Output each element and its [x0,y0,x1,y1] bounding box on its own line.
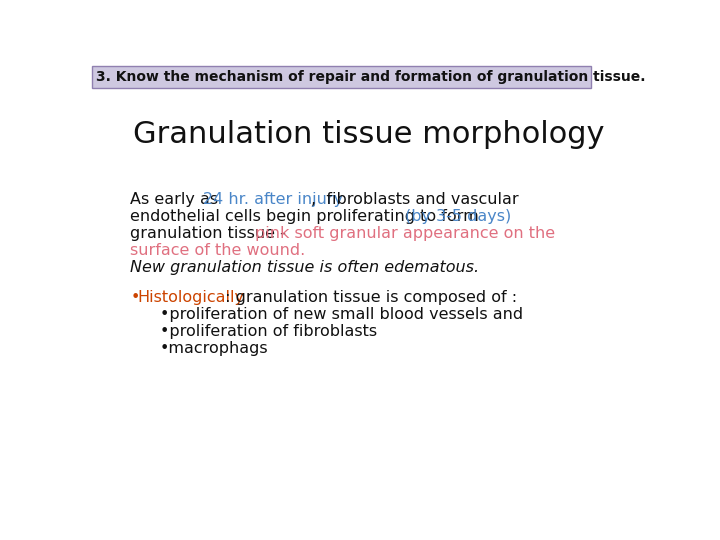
Text: ,  fibroblasts and vascular: , fibroblasts and vascular [311,192,519,207]
FancyBboxPatch shape [91,66,591,88]
Text: : granulation tissue is composed of :: : granulation tissue is composed of : [220,291,518,306]
Text: surface of the wound.: surface of the wound. [130,242,305,258]
Text: granulation tissue -: granulation tissue - [130,226,292,241]
Text: 3. Know the mechanism of repair and formation of granulation tissue.: 3. Know the mechanism of repair and form… [96,70,646,84]
Text: Granulation tissue morphology: Granulation tissue morphology [133,120,605,149]
Text: Histologically: Histologically [138,291,245,306]
Text: (by 3-5 days): (by 3-5 days) [405,209,510,224]
Text: 24 hr. after injury: 24 hr. after injury [202,192,343,207]
Text: •proliferation of new small blood vessels and: •proliferation of new small blood vessel… [160,307,523,322]
Text: pink soft granular appearance on the: pink soft granular appearance on the [255,226,555,241]
Text: New granulation tissue is often edematous.: New granulation tissue is often edematou… [130,260,480,275]
Text: •macrophags: •macrophags [160,341,269,356]
Text: •proliferation of fibroblasts: •proliferation of fibroblasts [160,325,377,339]
Text: endothelial cells begin proliferating to form: endothelial cells begin proliferating to… [130,209,484,224]
Text: As early as: As early as [130,192,223,207]
Text: •: • [130,291,140,306]
